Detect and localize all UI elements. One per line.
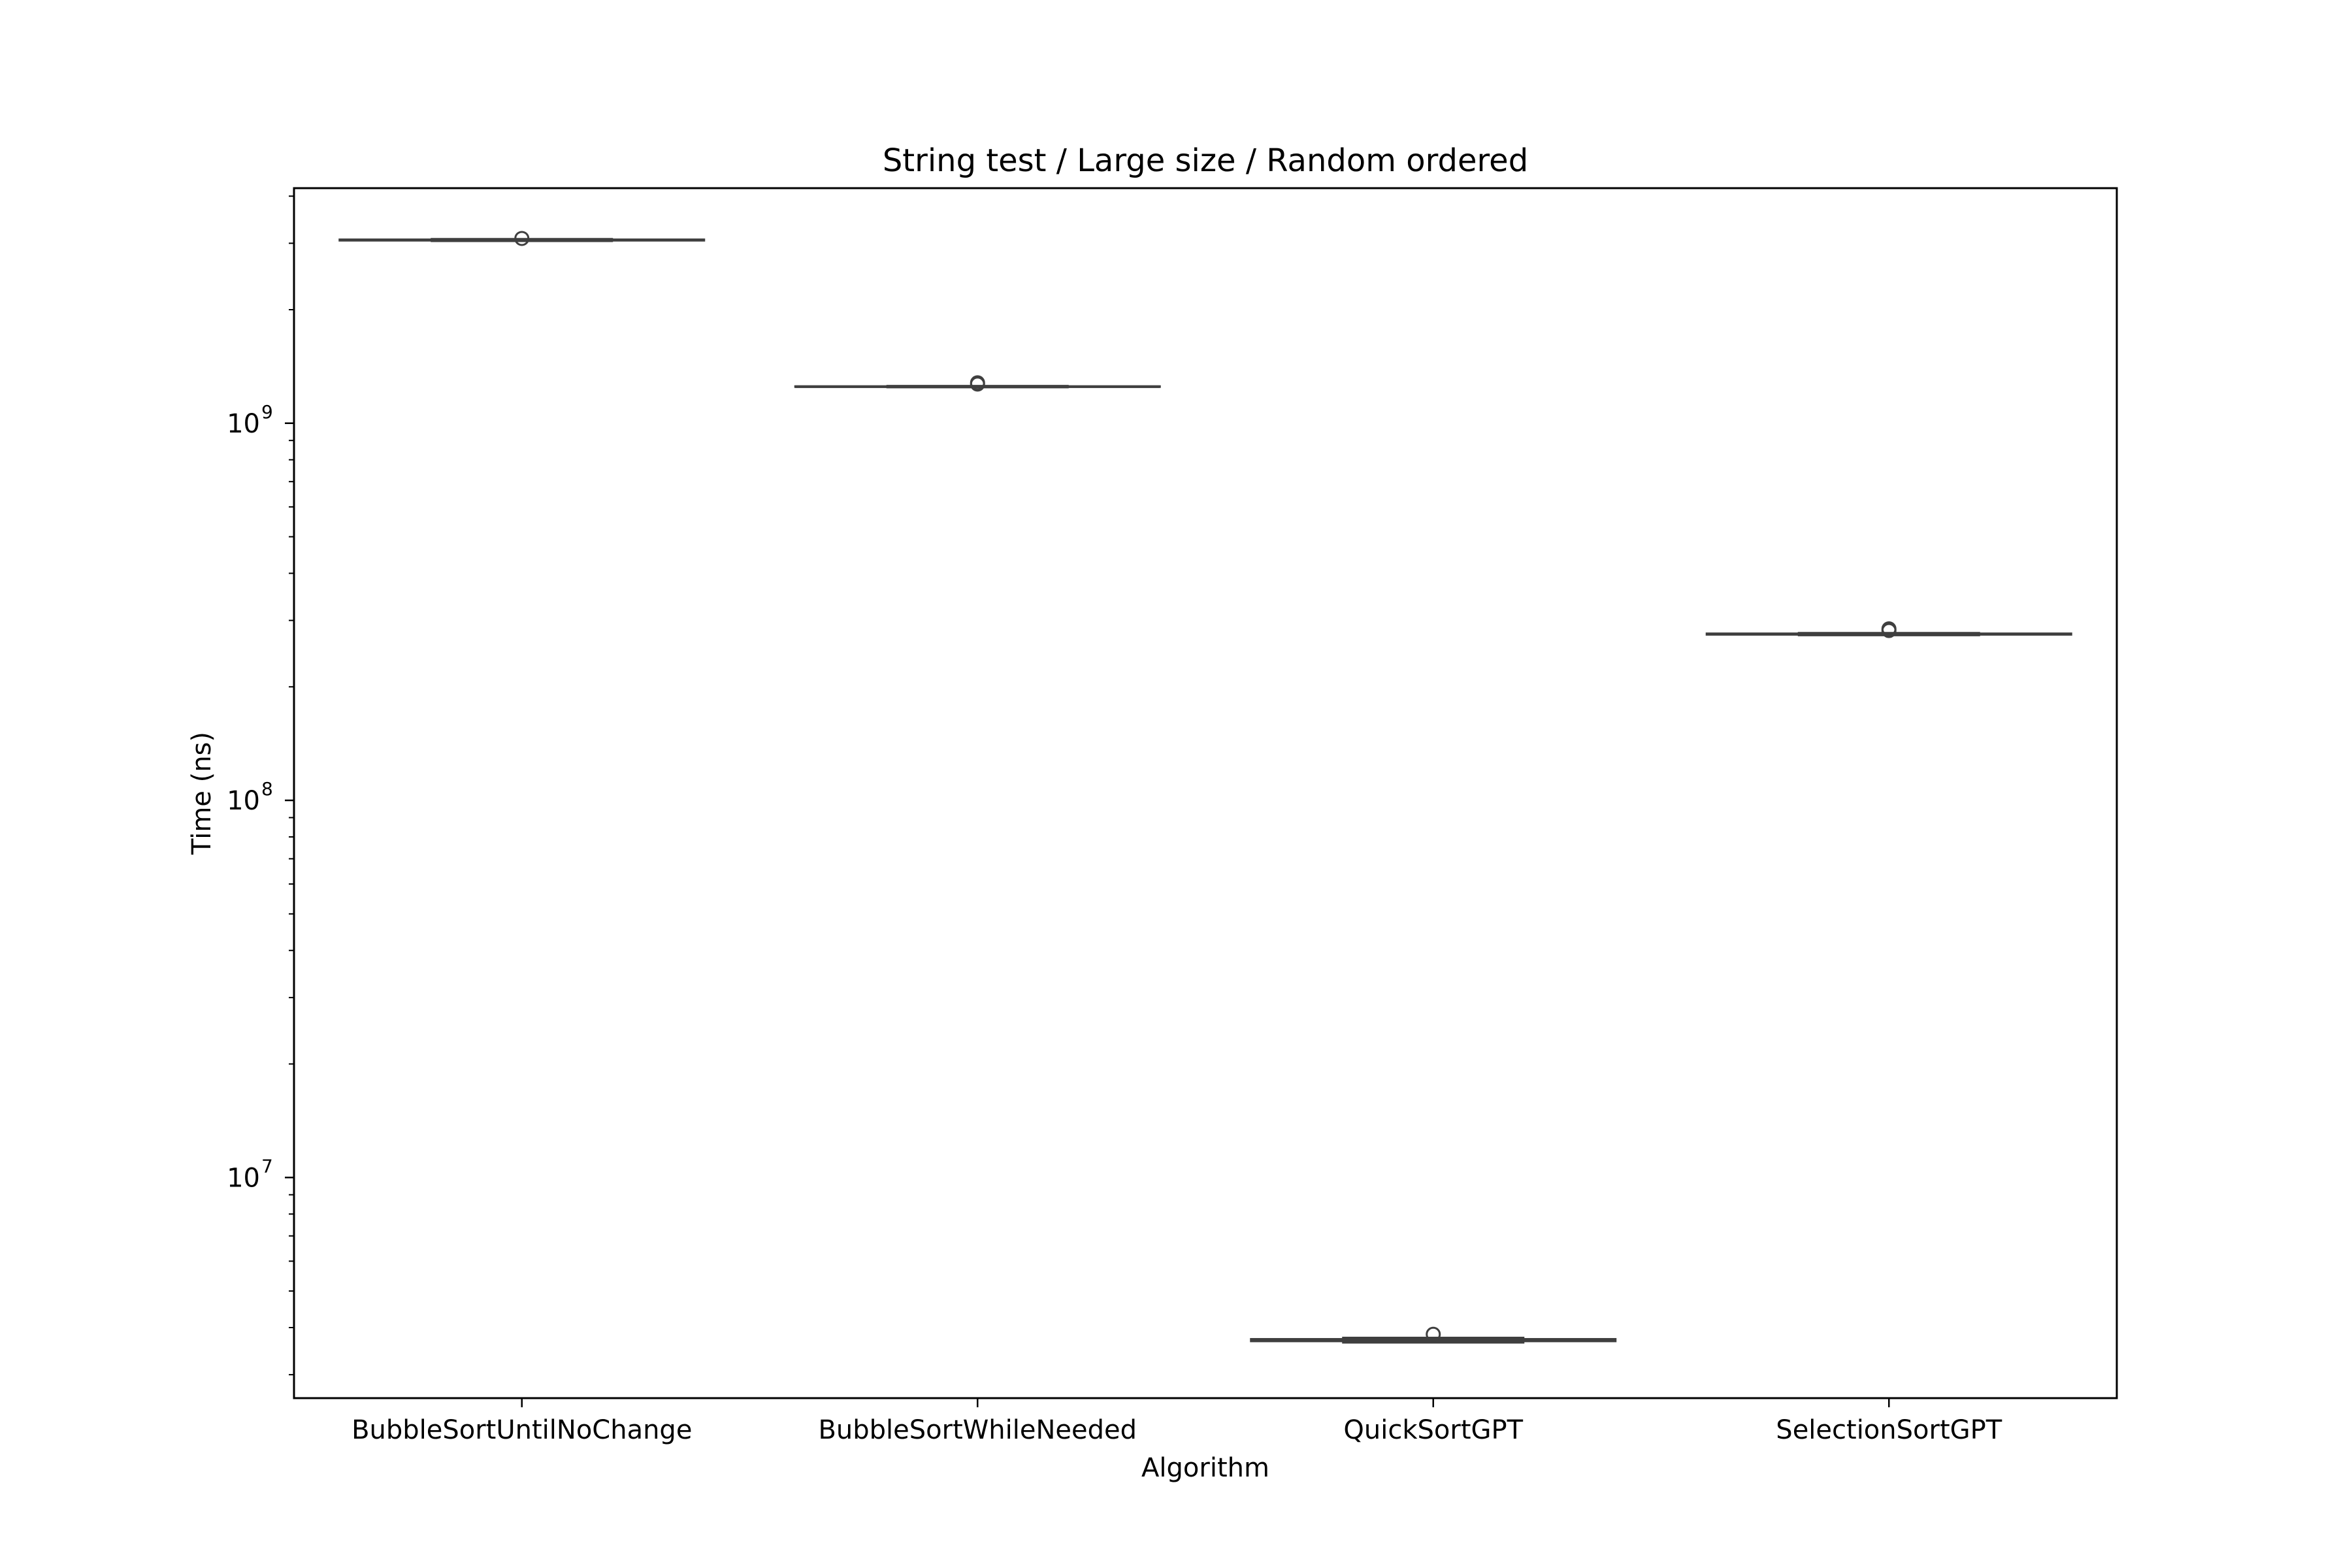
- x-axis: BubbleSortUntilNoChange BubbleSortWhileNe…: [351, 1398, 2002, 1445]
- y-tick-exponent: 8: [261, 778, 273, 800]
- chart-title: String test / Large size / Random ordere…: [883, 142, 1528, 179]
- box-BubbleSortWhileNeeded: [794, 375, 1161, 392]
- outlier-point: [970, 375, 985, 391]
- box-BubbleSortUntilNoChange: [338, 231, 706, 246]
- box-QuickSortGPT: [1250, 1326, 1617, 1344]
- y-axis-label: Time (ns): [187, 732, 217, 855]
- y-tick-label: 10: [227, 1163, 260, 1193]
- y-tick-exponent: 7: [261, 1155, 273, 1177]
- box-SelectionSortGPT: [1705, 621, 2072, 638]
- y-tick-exponent: 9: [261, 401, 273, 423]
- y-tick-label: 10: [227, 786, 260, 816]
- x-axis-label: Algorithm: [1141, 1453, 1269, 1483]
- box-plots: [338, 231, 2072, 1344]
- x-tick-label: SelectionSortGPT: [1776, 1415, 2002, 1445]
- x-tick-label: BubbleSortWhileNeeded: [818, 1415, 1137, 1445]
- x-tick-label: QuickSortGPT: [1343, 1415, 1523, 1445]
- x-tick-label: BubbleSortUntilNoChange: [351, 1415, 692, 1445]
- plot-area: [293, 187, 2118, 1399]
- outlier-point: [514, 231, 530, 246]
- outlier-point: [1426, 1326, 1441, 1342]
- y-tick-label: 10: [227, 409, 260, 439]
- outlier-point: [1881, 621, 1897, 636]
